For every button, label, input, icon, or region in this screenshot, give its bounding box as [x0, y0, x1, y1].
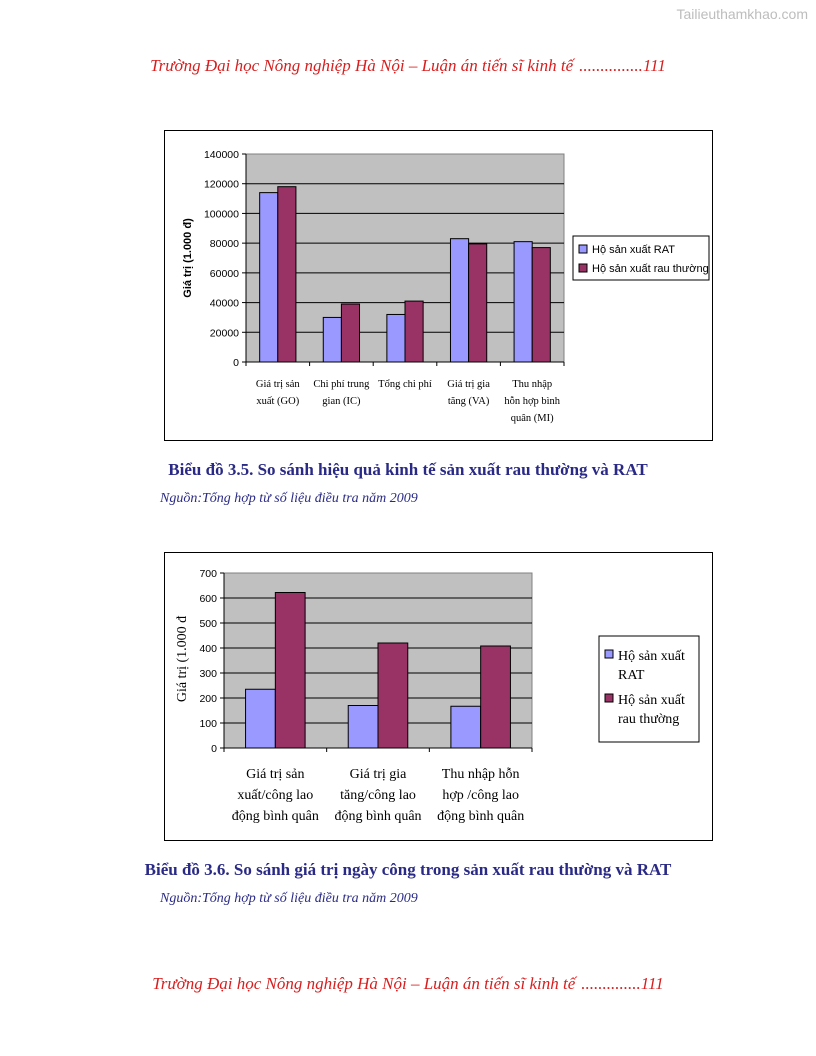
legend-label: Hộ sản xuất RAT [592, 244, 675, 256]
y-tick-label: 120000 [204, 179, 239, 191]
bar-rau-thuong [277, 186, 297, 363]
bar-rat [259, 192, 279, 363]
x-category-label: tăng/công lao [340, 788, 416, 803]
x-category-label: động bình quân [437, 809, 524, 824]
x-category-label: Giá trị gia [447, 379, 490, 390]
bar-rat [347, 705, 379, 749]
bar-rau-thuong [404, 300, 424, 363]
footer-title: Trường Đại học Nông nghiệp Hà Nội – Luận… [152, 974, 576, 993]
bar-rat [322, 316, 342, 363]
watermark: Tailieuthamkhao.com [676, 6, 808, 22]
chart-frame-1: 140000 120000 100000 80000 60000 40000 20000 0 G… [164, 130, 713, 441]
y-tick-label: 600 [199, 593, 217, 605]
x-category-label: Thu nhập [512, 379, 552, 390]
figure-caption-2: Biểu đồ 3.6. So sánh giá trị ngày công t… [144, 860, 672, 879]
y-tick-label: 80000 [210, 238, 239, 250]
figure-source-1: Nguồn:Tổng hợp từ số liệu điều tra năm 2… [160, 491, 418, 506]
legend-label: RAT [618, 668, 645, 683]
legend-swatch [604, 693, 614, 703]
x-category-label: hỗn hợp bình [504, 396, 560, 407]
y-tick-label: 100 [199, 718, 217, 730]
legend-label: rau thường [618, 712, 679, 727]
bar-rat [449, 238, 470, 363]
y-tick-label: 300 [199, 668, 217, 680]
legend-box [598, 635, 700, 743]
chart-2: 700 600 500 400 300 200 100 0 Giá trị sản xuất/cô… [175, 568, 700, 824]
bar-rat [245, 688, 276, 749]
y-axis-label: Giá trị (1.000 đ) [182, 218, 194, 298]
x-category-label: xuất (GO) [256, 396, 299, 407]
chart-1: 140000 120000 100000 80000 60000 40000 20000 0 G… [182, 149, 710, 424]
y-tick-label: 100000 [204, 208, 239, 220]
x-category-label: Giá trị sản [256, 379, 300, 390]
x-category-label: gian (IC) [322, 396, 361, 407]
y-tick-label: 140000 [204, 149, 239, 161]
x-category-label: tăng (VA) [448, 396, 490, 407]
bar-rau-thuong [340, 303, 361, 363]
x-category-label: động bình quân [232, 809, 319, 824]
legend-label: Hộ sản xuất [618, 649, 685, 664]
y-tick-label: 0 [233, 357, 239, 369]
y-tick-label: 200 [199, 693, 217, 705]
x-category-label: động bình quân [334, 809, 421, 824]
legend-swatch [578, 263, 588, 273]
bar-rau-thuong [531, 247, 551, 363]
legend-label: Hộ sản xuất [618, 693, 685, 708]
bar-rau-thuong [480, 645, 511, 749]
header-title: Trường Đại học Nông nghiệp Hà Nội – Luận… [150, 56, 574, 75]
y-tick-label: 700 [199, 568, 217, 580]
x-category-label: Giá trị sản [246, 767, 304, 782]
y-tick-label: 40000 [210, 298, 239, 310]
bar-rat [386, 313, 406, 363]
header-page-number: ...............111 [579, 56, 666, 75]
x-category-label: Giá trị gia [350, 767, 408, 782]
x-category-label: xuất/công lao [237, 788, 313, 803]
x-category-label: Thu nhập hỗn [442, 767, 520, 782]
bar-rau-thuong [468, 243, 488, 363]
x-category-label: Tổng chi phí [378, 379, 432, 390]
page-header: Trường Đại học Nông nghiệp Hà Nội – Luận… [0, 56, 816, 76]
figure-caption-1: Biểu đồ 3.5. So sánh hiệu quả kinh tế sả… [168, 460, 648, 479]
x-category-label: hợp /công lao [442, 788, 519, 803]
legend-label: Hộ sản xuất rau thường [592, 263, 709, 275]
chart-frame-2: 700 600 500 400 300 200 100 0 Giá trị sản xuất/cô… [164, 552, 713, 841]
bar-rau-thuong [274, 592, 306, 749]
x-category-label: Chi phí trung [313, 379, 370, 390]
bar-rat [513, 241, 533, 363]
legend-swatch [604, 649, 614, 659]
bar-rau-thuong [377, 642, 409, 749]
x-category-label: quân (MI) [511, 413, 554, 424]
y-axis-label: Giá trị (1.000 đ [175, 616, 190, 702]
y-tick-label: 400 [199, 643, 217, 655]
legend-swatch [578, 244, 588, 254]
page-footer: Trường Đại học Nông nghiệp Hà Nội – Luận… [0, 974, 816, 994]
figure-source-2: Nguồn:Tổng hợp từ số liệu điều tra năm 2… [160, 891, 418, 906]
y-tick-label: 20000 [210, 327, 239, 339]
footer-page-number: ..............111 [581, 974, 664, 993]
y-tick-label: 0 [211, 743, 217, 755]
bar-rat [450, 705, 482, 749]
legend-box [572, 235, 710, 281]
y-tick-label: 60000 [210, 268, 239, 280]
y-tick-label: 500 [199, 618, 217, 630]
